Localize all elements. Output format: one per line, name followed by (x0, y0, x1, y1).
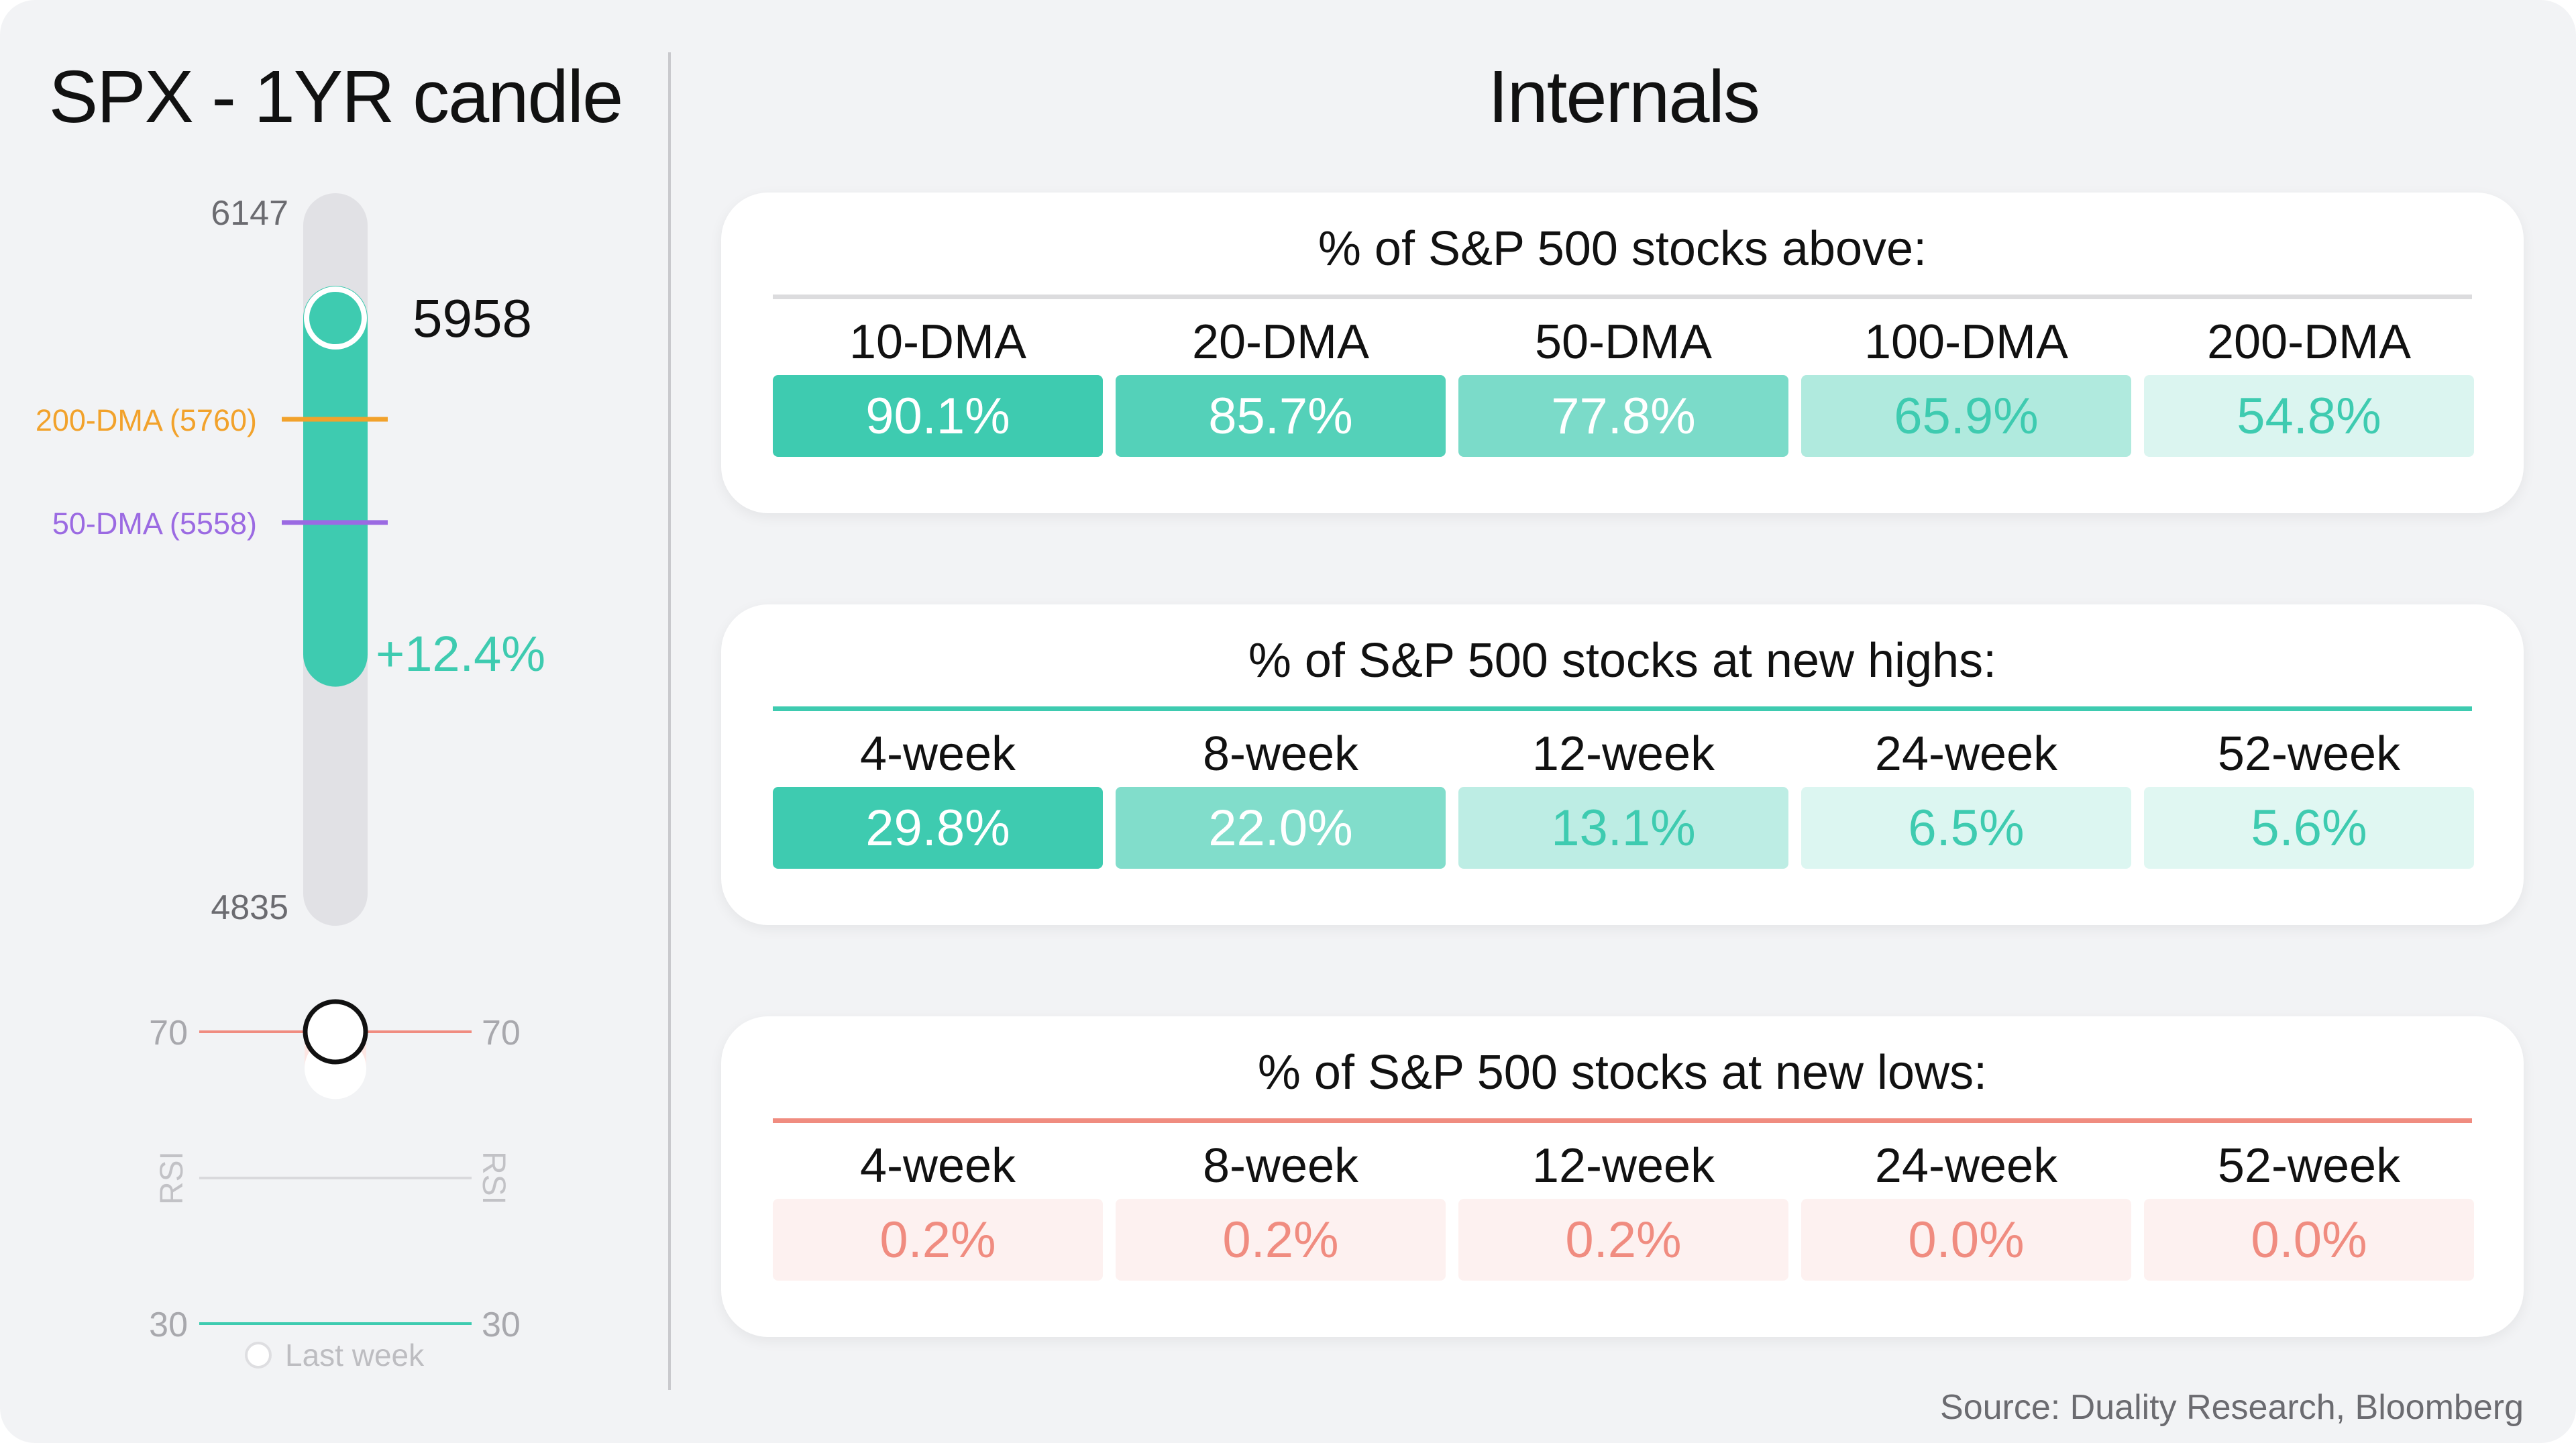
current-marker (304, 286, 367, 350)
column-label: 24-week (1874, 727, 2058, 781)
value-cell: 5.6% (2144, 787, 2474, 869)
internals-card: % of S&P 500 stocks above: 10-DMA 90.1% 20-… (721, 193, 2524, 513)
column-label: 4-week (859, 727, 1016, 781)
value-cell: 77.8% (1458, 375, 1788, 457)
card-rule (773, 1118, 2472, 1123)
value-cell: 0.2% (773, 1199, 1103, 1281)
range-low-label: 4835 (211, 888, 288, 927)
change-label: +12.4% (376, 626, 545, 682)
panel-divider (668, 52, 671, 1390)
card-title: % of S&P 500 stocks above: (1318, 222, 1927, 276)
rsi-upper-right-label: 70 (482, 1014, 521, 1053)
internals-card: % of S&P 500 stocks at new lows: 4-week 0.… (721, 1016, 2524, 1337)
value-cell: 0.0% (1801, 1199, 2131, 1281)
rsi-axis-label-right: RSI (476, 1151, 511, 1205)
column-label: 8-week (1202, 1139, 1359, 1193)
legend-last-week-icon (245, 1342, 272, 1369)
candle-chart: 6147 4835 5958 +12.4% 200-DMA (5760) 50-DMA (… (36, 193, 545, 1373)
rsi-axis-label-left: RSI (154, 1151, 190, 1205)
value-cell: 90.1% (773, 375, 1103, 457)
range-high-label: 6147 (211, 194, 288, 233)
dma-50-label: 50-DMA (5558) (52, 506, 257, 541)
column-label: 50-DMA (1534, 315, 1713, 369)
column-label: 100-DMA (1864, 315, 2069, 369)
value-cell: 29.8% (773, 787, 1103, 869)
legend-last-week-label: Last week (285, 1338, 425, 1373)
column-label: 10-DMA (849, 315, 1027, 369)
value-cell: 0.0% (2144, 1199, 2474, 1281)
card-title: % of S&P 500 stocks at new lows: (1257, 1046, 1988, 1100)
value-cell: 6.5% (1801, 787, 2131, 869)
candle-title: SPX - 1YR candle (48, 56, 624, 138)
current-value-label: 5958 (413, 288, 532, 348)
value-cell: 13.1% (1458, 787, 1788, 869)
card-title: % of S&P 500 stocks at new highs: (1248, 634, 1997, 688)
column-label: 24-week (1874, 1139, 2058, 1193)
value-cell: 54.8% (2144, 375, 2474, 457)
card-rule (773, 295, 2472, 299)
value-cell: 0.2% (1458, 1199, 1788, 1281)
value-cell: 85.7% (1116, 375, 1446, 457)
column-label: 12-week (1532, 727, 1715, 781)
column-label: 20-DMA (1191, 315, 1370, 369)
internals-title: Internals (1488, 56, 1760, 138)
rsi-upper-left-label: 70 (149, 1014, 188, 1053)
card-rule (773, 706, 2472, 711)
column-label: 52-week (2217, 1139, 2401, 1193)
column-label: 4-week (859, 1139, 1016, 1193)
column-label: 200-DMA (2206, 315, 2412, 369)
rsi-lower-left-label: 30 (149, 1305, 188, 1344)
candle-body (303, 286, 368, 687)
dma-200-label: 200-DMA (5760) (36, 403, 257, 437)
value-cell: 0.2% (1116, 1199, 1446, 1281)
column-label: 8-week (1202, 727, 1359, 781)
value-cell: 22.0% (1116, 787, 1446, 869)
internals-card: % of S&P 500 stocks at new highs: 4-week 2… (721, 604, 2524, 925)
value-cell: 65.9% (1801, 375, 2131, 457)
rsi-current-marker (303, 999, 368, 1065)
source-note: Source: Duality Research, Bloomberg (1940, 1388, 2524, 1427)
column-label: 12-week (1532, 1139, 1715, 1193)
column-label: 52-week (2217, 727, 2401, 781)
rsi-lower-right-label: 30 (482, 1305, 521, 1344)
